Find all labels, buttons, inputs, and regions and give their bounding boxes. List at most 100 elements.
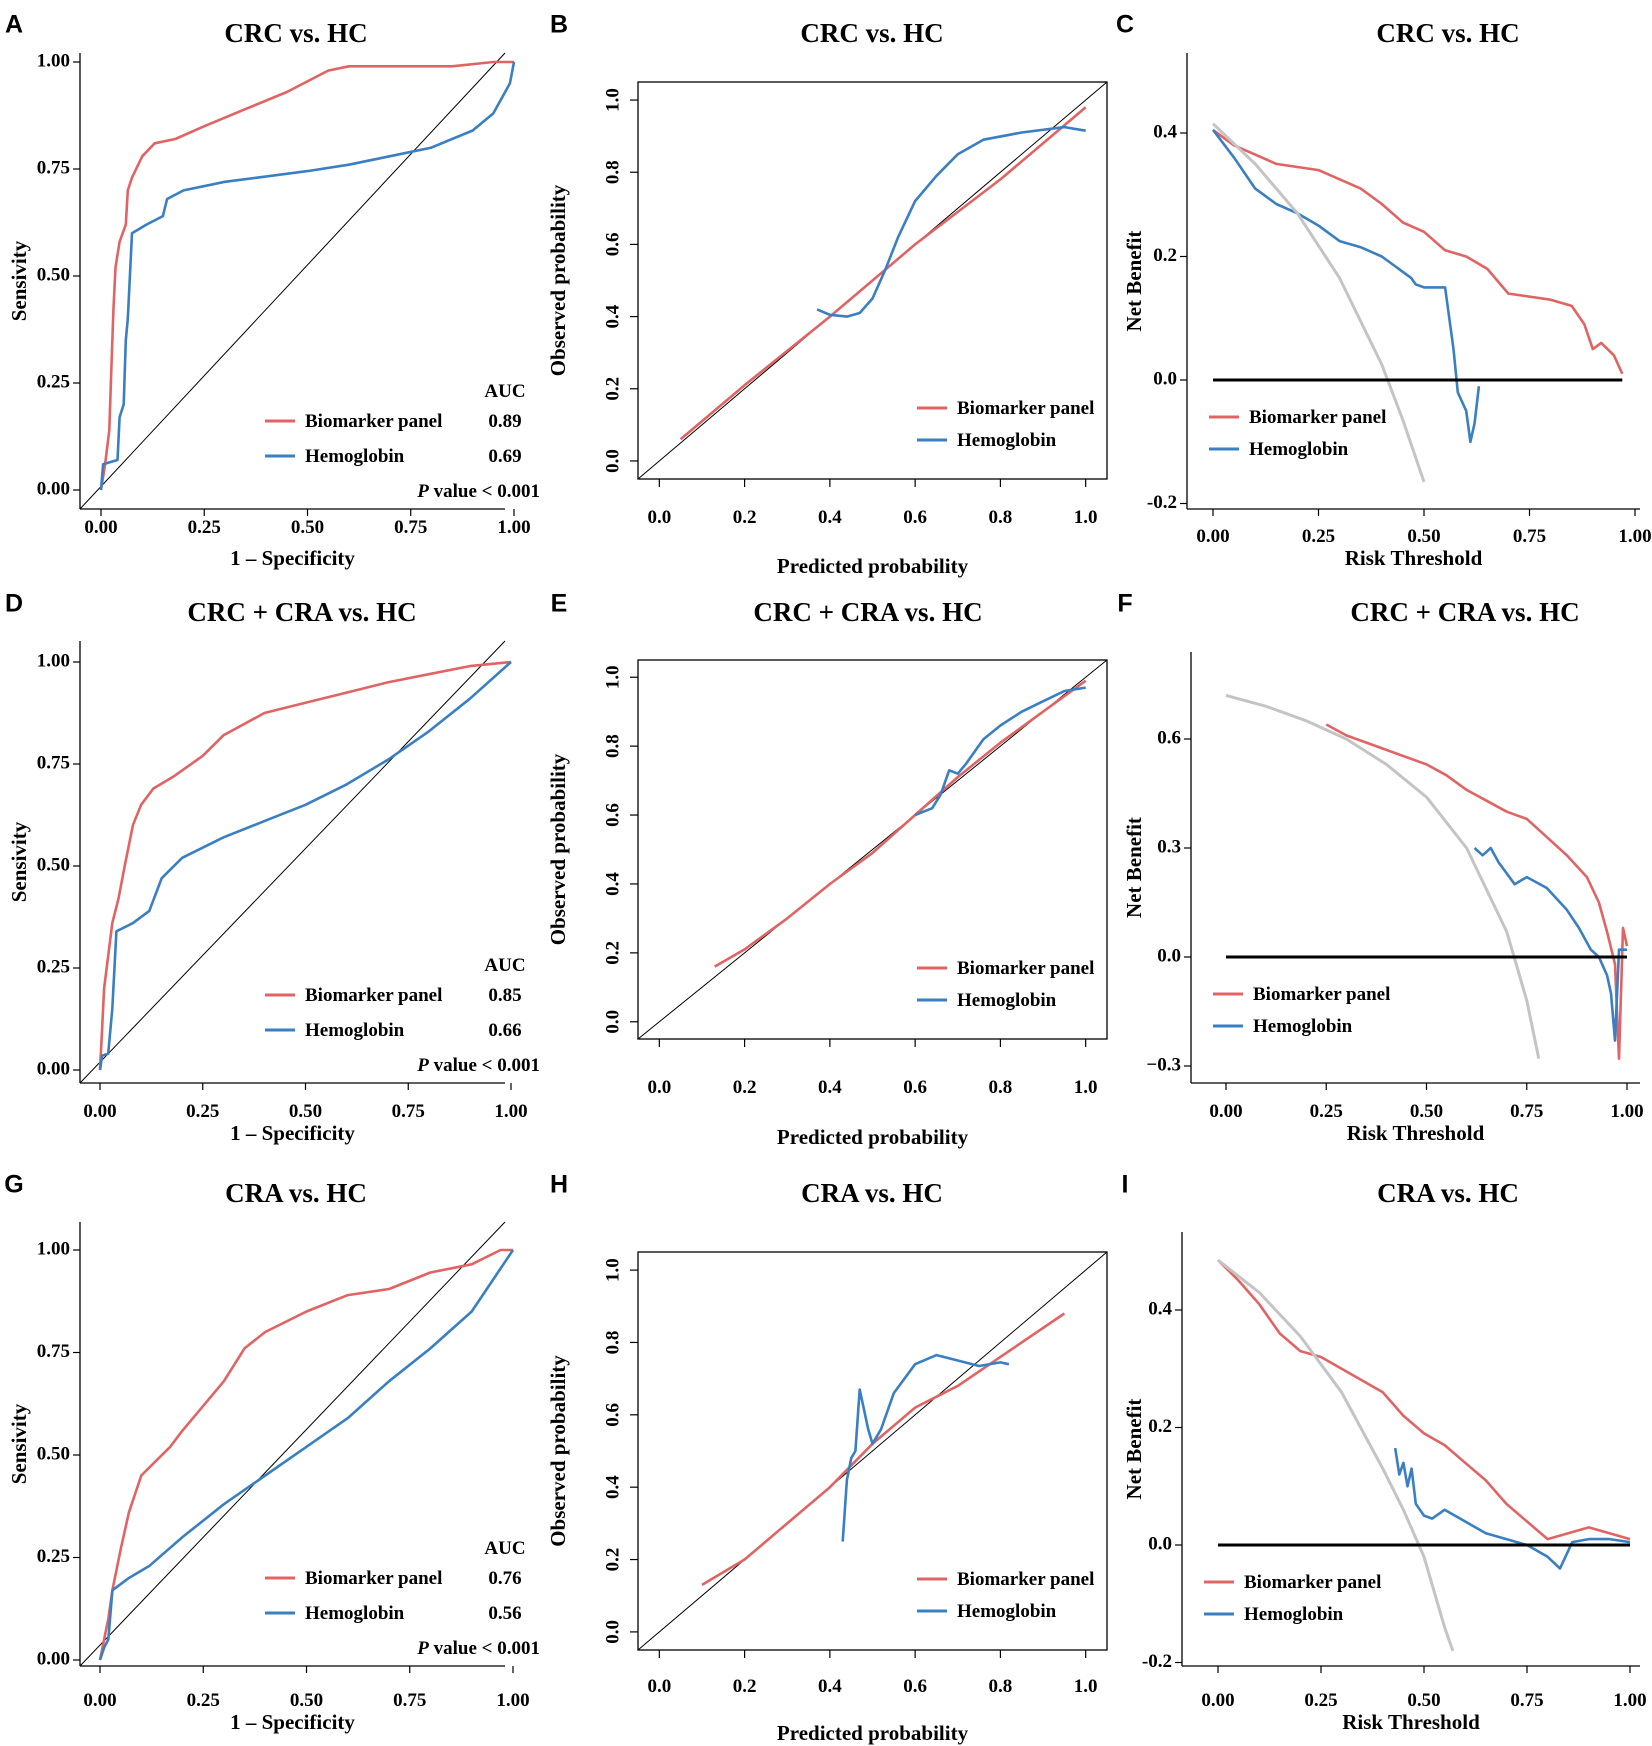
y-tick-label: 1.00 <box>37 50 70 71</box>
auc-value-hemoglobin: 0.66 <box>488 1020 521 1041</box>
y-tick-label: 0.75 <box>37 752 70 773</box>
x-tick-label: 0.8 <box>989 1077 1013 1098</box>
panel-letter: B <box>550 11 568 39</box>
x-tick-label: 0.0 <box>647 1676 671 1697</box>
panel-title: CRC + CRA vs. HC <box>187 597 416 627</box>
y-tick-label: -0.2 <box>1147 492 1177 513</box>
legend-label-biomarker-panel: Biomarker panel <box>1249 407 1386 428</box>
y-tick-label: 1.00 <box>37 650 70 671</box>
y-tick-label: 0.50 <box>37 854 70 875</box>
y-tick-label: 0.0 <box>602 1620 623 1644</box>
x-axis-label: Predicted probability <box>777 1721 969 1745</box>
chance-diagonal <box>79 1221 506 1667</box>
x-tick-label: 0.2 <box>733 1077 757 1098</box>
x-tick-label: 1.0 <box>1074 1077 1098 1098</box>
series-line-biomarker-panel <box>98 660 512 1071</box>
p-value-text: P value < 0.001 <box>416 481 540 502</box>
series-line-treat-all <box>1211 122 1426 483</box>
y-tick-label: 0.25 <box>37 371 70 392</box>
panel-letter: E <box>551 590 568 618</box>
legend-label-biomarker-panel: Biomarker panel <box>957 398 1094 419</box>
x-tick-label: 0.6 <box>903 1077 927 1098</box>
x-tick-label: 1.00 <box>1618 526 1651 547</box>
y-tick-label: 0.3 <box>1157 836 1181 857</box>
legend-label-biomarker-panel: Biomarker panel <box>957 1569 1094 1590</box>
panel-e: E CRC + CRA vs. HC 0.0 0.2 0.4 0.6 0.8 1.0 0.0 0.… <box>546 590 1108 1149</box>
chance-diagonal <box>79 52 506 510</box>
x-tick-label: 0.75 <box>1513 526 1546 547</box>
x-tick-label: 0.6 <box>903 507 927 528</box>
x-axis-label: Risk Threshold <box>1345 546 1483 570</box>
panel-i: I CRA vs. HC 0.00 0.25 0.50 0.75 1.00 -0.2 0.0 0.… <box>1122 1171 1647 1734</box>
y-tick-label: -0.2 <box>1142 1651 1172 1672</box>
legend-label-biomarker-panel: Biomarker panel <box>957 958 1094 979</box>
legend-label-biomarker-panel: Biomarker panel <box>305 985 442 1006</box>
x-tick-label: 0.25 <box>1302 526 1335 547</box>
panel-letter: D <box>5 590 23 618</box>
x-tick-label: 0.8 <box>989 1676 1013 1697</box>
series-line-hemoglobin <box>1393 1447 1631 1570</box>
panel-letter: C <box>1116 11 1134 39</box>
y-tick-label: 0.0 <box>602 449 623 473</box>
auc-value-biomarker-panel: 0.85 <box>488 985 521 1006</box>
panel-letter: I <box>1122 1171 1129 1199</box>
x-axis-label: 1 – Specificity <box>230 1121 355 1145</box>
panel-title: CRC vs. HC <box>1376 18 1519 48</box>
auc-value-biomarker-panel: 0.76 <box>488 1568 521 1589</box>
series-line-biomarker-panel <box>99 60 514 491</box>
p-value-symbol: P <box>416 1055 429 1076</box>
x-tick-label: 0.50 <box>289 1101 322 1122</box>
panel-title: CRC vs. HC <box>800 18 943 48</box>
x-tick-label: 0.25 <box>188 517 221 538</box>
x-axis-label: Predicted probability <box>777 1125 969 1149</box>
auc-value-biomarker-panel: 0.89 <box>488 411 521 432</box>
series-line-biomarker-panel <box>1212 128 1624 375</box>
y-tick-label: 0.00 <box>37 478 70 499</box>
chance-diagonal <box>79 640 506 1084</box>
x-tick-label: 0.50 <box>290 1690 323 1711</box>
y-axis-label: Observed probability <box>546 753 570 945</box>
y-tick-label: 0.00 <box>37 1058 70 1079</box>
legend-label-hemoglobin: Hemoglobin <box>1249 439 1349 460</box>
legend-label-hemoglobin: Hemoglobin <box>305 1020 405 1041</box>
x-tick-label: 0.50 <box>291 517 324 538</box>
plot-frame <box>637 659 1108 1040</box>
x-tick-label: 0.50 <box>1407 526 1440 547</box>
plot-frame <box>637 81 1108 480</box>
panel-title: CRC + CRA vs. HC <box>1350 597 1579 627</box>
series-line-hemoglobin <box>99 61 516 491</box>
ideal-diagonal <box>637 1251 1108 1651</box>
x-axis-label: 1 – Specificity <box>230 546 355 570</box>
y-tick-label: 0.4 <box>602 304 623 328</box>
y-tick-label: 0.8 <box>602 734 623 758</box>
legend-label-hemoglobin: Hemoglobin <box>1253 1016 1353 1037</box>
panel-c: C CRC vs. HC 0.00 0.25 0.50 0.75 1.00 -0.2 0.0 0.… <box>1116 11 1652 570</box>
auc-value-hemoglobin: 0.56 <box>488 1603 521 1624</box>
series-line-hemoglobin <box>98 1249 515 1661</box>
y-tick-label: 0.50 <box>37 264 70 285</box>
p-value-symbol: P <box>416 1638 429 1659</box>
series-line-biomarker-panel <box>679 106 1087 441</box>
panel-title: CRC + CRA vs. HC <box>753 597 982 627</box>
legend-label-hemoglobin: Hemoglobin <box>305 446 405 467</box>
x-tick-label: 1.00 <box>494 1101 527 1122</box>
legend-label-hemoglobin: Hemoglobin <box>1244 1604 1344 1625</box>
p-value-symbol: P <box>416 481 429 502</box>
x-tick-label: 0.25 <box>1304 1690 1337 1711</box>
y-tick-label: 0.6 <box>602 1403 623 1427</box>
x-tick-label: 0.6 <box>903 1676 927 1697</box>
series-line-biomarker-panel <box>1325 723 1629 1060</box>
series-line-hemoglobin <box>841 1353 1010 1542</box>
y-tick-label: −0.3 <box>1146 1054 1181 1075</box>
series-line-biomarker-panel <box>714 679 1087 968</box>
y-tick-label: 0.2 <box>1148 1416 1172 1437</box>
y-tick-label: 0.00 <box>37 1648 70 1669</box>
panel-a: A CRC vs. HC 0.00 0.25 0.50 0.75 1.00 0.00 0.25 0… <box>5 11 540 570</box>
y-tick-label: 1.00 <box>37 1238 70 1259</box>
x-tick-label: 0.25 <box>1310 1101 1343 1122</box>
y-axis-label: Observed probability <box>546 1355 570 1547</box>
x-tick-label: 0.25 <box>186 1101 219 1122</box>
series-line-hemoglobin <box>98 661 512 1071</box>
panel-letter: H <box>550 1171 568 1199</box>
